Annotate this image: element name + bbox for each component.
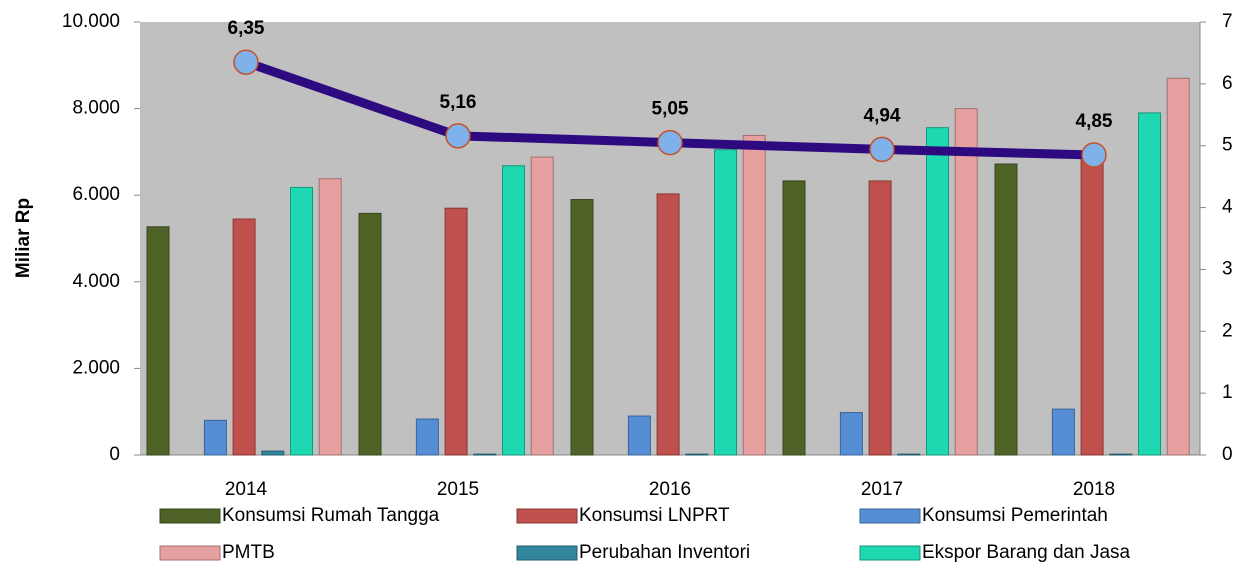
y-tick-label: 2.000	[72, 357, 120, 378]
bar	[1109, 453, 1133, 456]
bar	[656, 193, 680, 456]
data-label: 5,05	[652, 99, 689, 120]
bar	[685, 453, 709, 456]
x-tick-label: 2016	[649, 479, 691, 500]
bar	[146, 226, 170, 456]
x-tick-label: 2015	[437, 479, 479, 500]
x-tick-label: 2018	[1073, 479, 1115, 500]
y2-tick-label: 1	[1222, 382, 1233, 403]
bar	[415, 418, 439, 456]
line-marker	[657, 129, 683, 156]
bar	[444, 207, 468, 456]
legend-label: Konsumsi Pemerintah	[922, 505, 1108, 526]
bar	[897, 453, 921, 456]
y-tick-label: 10.000	[62, 11, 120, 32]
data-label: 4,94	[864, 105, 901, 126]
legend-swatch	[859, 545, 921, 561]
legend-swatch	[859, 508, 921, 524]
legend-label: Konsumsi Rumah Tangga	[222, 505, 440, 526]
bar	[1138, 112, 1161, 456]
bar	[570, 199, 594, 456]
bar	[318, 178, 342, 456]
legend-swatch	[516, 508, 578, 524]
line-marker	[869, 136, 895, 163]
data-label: 6,35	[228, 18, 265, 39]
line-marker	[233, 49, 259, 75]
legend-label: Ekspor Barang dan Jasa	[922, 542, 1131, 563]
x-tick-label: 2017	[861, 479, 903, 500]
data-label: 4,85	[1076, 111, 1113, 132]
bar	[473, 453, 497, 456]
legend-label: PMTB	[222, 542, 275, 563]
y2-tick-label: 4	[1222, 197, 1233, 218]
y-axis-label: Miliar Rp	[13, 198, 34, 278]
legend-swatch	[516, 545, 578, 561]
line-marker	[445, 123, 471, 149]
y-tick-label: 0	[109, 444, 120, 465]
bar	[502, 165, 525, 456]
bar	[530, 156, 554, 456]
bar	[868, 180, 892, 456]
y2-tick-label: 2	[1222, 320, 1233, 341]
bar	[839, 412, 863, 456]
bar	[261, 450, 285, 456]
bar	[954, 108, 978, 456]
legend-swatch	[159, 545, 221, 561]
bar	[203, 419, 227, 456]
y-tick-label: 6.000	[72, 184, 120, 205]
bar	[742, 134, 766, 456]
bar	[714, 149, 737, 456]
x-tick-label: 2014	[225, 479, 268, 500]
y2-tick-label: 7	[1222, 11, 1233, 32]
bar	[1166, 77, 1190, 456]
bar	[782, 180, 806, 456]
y2-tick-label: 3	[1222, 258, 1233, 279]
bar	[1051, 408, 1075, 456]
bar	[926, 127, 949, 456]
legend-label: Konsumsi LNPRT	[579, 505, 730, 526]
line-marker	[1081, 142, 1107, 168]
y-tick-label: 8.000	[72, 98, 120, 119]
legend-swatch	[159, 508, 221, 524]
bar	[1080, 155, 1104, 456]
bar	[358, 212, 382, 456]
y2-tick-label: 0	[1222, 444, 1233, 465]
legend-label: Perubahan Inventori	[579, 542, 750, 563]
y-tick-label: 4.000	[72, 271, 120, 292]
bar	[290, 186, 313, 456]
bar	[232, 218, 256, 456]
y2-tick-label: 5	[1222, 135, 1233, 156]
bar	[627, 415, 651, 456]
bar	[994, 163, 1018, 456]
data-label: 5,16	[440, 92, 477, 113]
y2-tick-label: 6	[1222, 73, 1233, 94]
